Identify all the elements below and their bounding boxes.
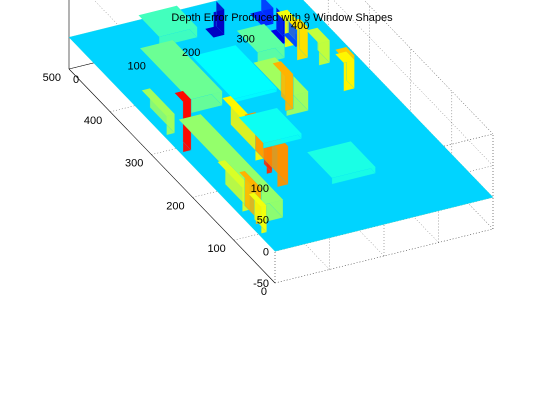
chart-title: Depth Error Produced with 9 Window Shape…: [171, 12, 393, 24]
z-tick-label: -50: [253, 278, 269, 290]
feature-top: [250, 10, 274, 27]
surface-feature: [248, 192, 267, 234]
feature-top: [239, 171, 262, 190]
y-tick-label: 0: [73, 74, 79, 86]
surface-feature: [238, 107, 302, 149]
feature-top: [191, 45, 277, 99]
y-tick-label: 200: [182, 47, 200, 59]
x-tick-label: 300: [125, 158, 143, 170]
feature-top: [140, 40, 223, 100]
surface-feature: [205, 0, 225, 38]
feature-top: [276, 9, 296, 21]
surface: [68, 0, 494, 252]
z-tick-label: 100: [251, 183, 269, 195]
feature-top: [217, 160, 250, 188]
feature-top: [141, 88, 175, 117]
feature-top: [270, 29, 289, 44]
surface-feature: [141, 88, 175, 136]
z-tick-label: 0: [263, 246, 269, 258]
surface-feature: [250, 0, 274, 27]
feature-top: [272, 61, 294, 77]
feature-top: [138, 5, 198, 37]
feature-top: [335, 51, 355, 63]
feature-top: [238, 108, 302, 144]
surface-feature: [288, 18, 309, 61]
feature-top: [283, 32, 301, 47]
y-tick-label: 300: [237, 34, 255, 46]
x-tick-label: 500: [43, 72, 61, 84]
surface-feature: [140, 39, 223, 114]
surface-feature: [307, 141, 376, 185]
feature-top: [178, 114, 283, 206]
feature-top: [205, 26, 225, 38]
feature-top: [174, 91, 192, 102]
feature-top: [236, 24, 285, 53]
y-tick-label: 100: [128, 61, 146, 73]
surface-feature: [335, 51, 355, 92]
surface-feature: [306, 27, 330, 66]
x-tick-label: 200: [166, 200, 184, 212]
feature-top: [288, 18, 308, 30]
x-tick-label: 100: [207, 243, 225, 255]
z-tick-label: 50: [257, 215, 269, 227]
y-tick-label: 400: [291, 20, 309, 32]
feature-top: [307, 141, 376, 178]
feature-top: [248, 192, 267, 207]
x-tick-label: 0: [261, 286, 267, 298]
axis-line: [68, 68, 276, 284]
x-tick-label: 400: [84, 115, 102, 127]
feature-top: [306, 27, 330, 44]
surface-feature: [272, 60, 294, 112]
